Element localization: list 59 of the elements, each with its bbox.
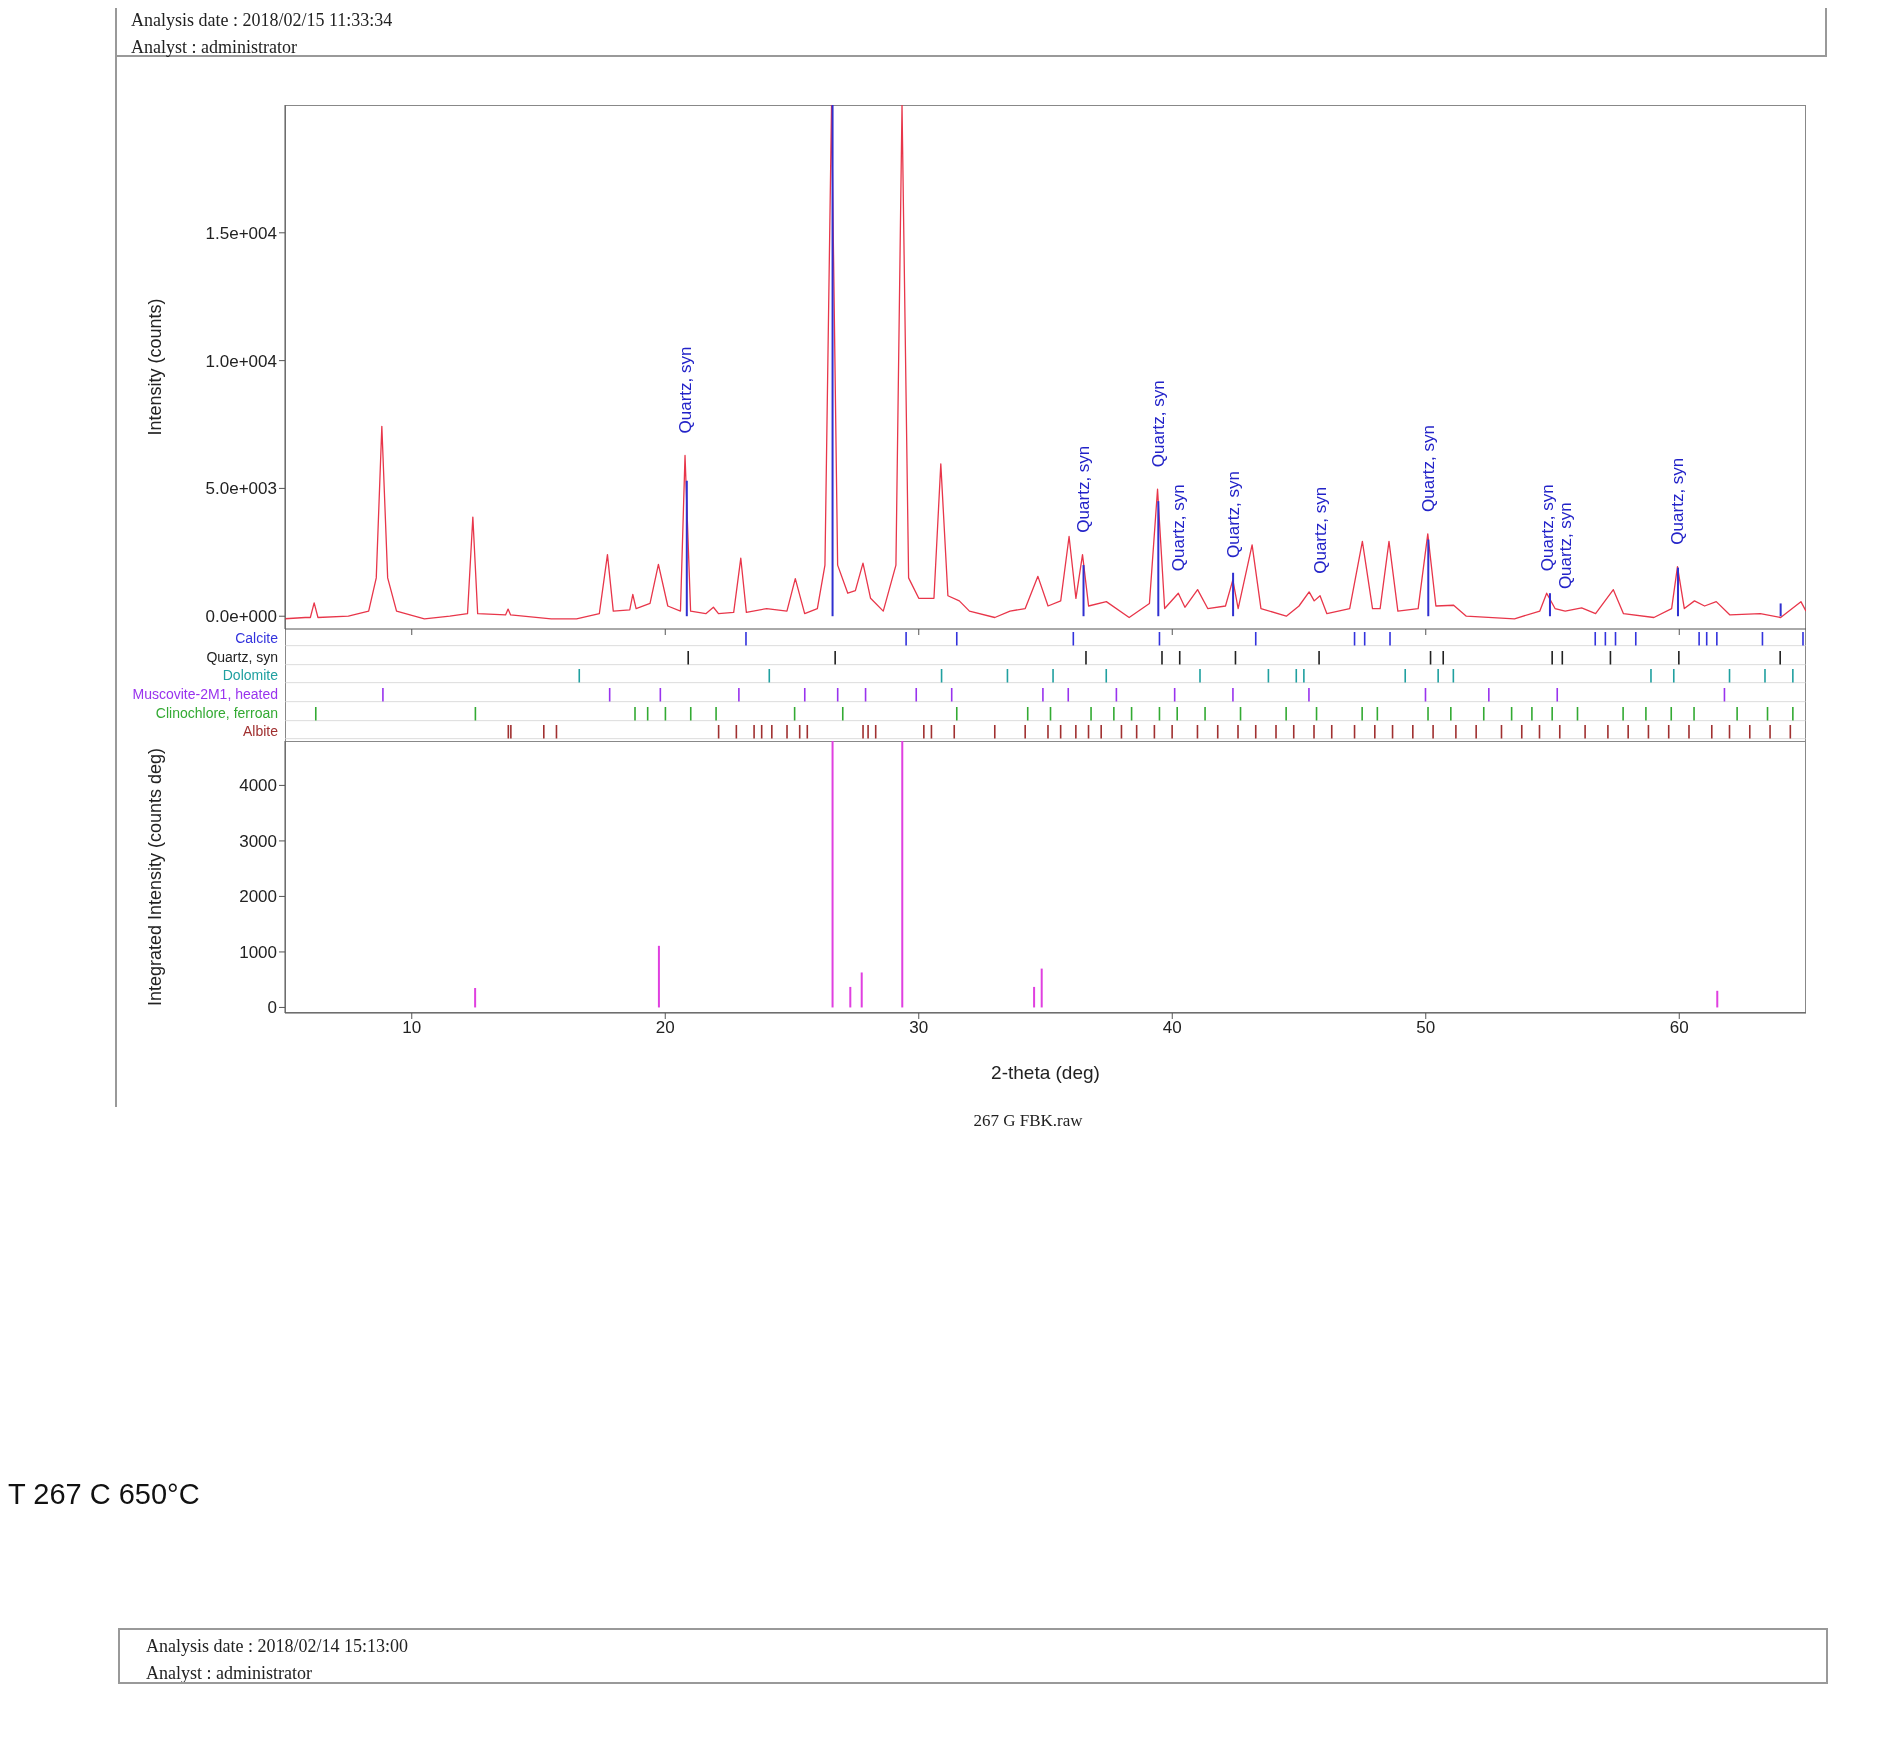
- text: Clinochlore, ferroan: [155, 703, 278, 723]
- text: Analyst : administrator: [146, 1663, 312, 1684]
- bar: [1779, 603, 1782, 617]
- y-tick-label: 1.0e+004: [205, 351, 277, 371]
- y-tick-label: 3000: [239, 831, 277, 851]
- x-tick-label: 60: [1669, 1018, 1689, 1038]
- x-tick-label: 50: [1416, 1018, 1436, 1038]
- text: Analysis date : 2018/02/15 11:33:34: [131, 10, 393, 31]
- y-tick-label: 0: [267, 998, 277, 1018]
- y-tick-label: 2000: [239, 887, 277, 907]
- annotation: Quartz, syn: [1223, 471, 1243, 558]
- bar: [1040, 968, 1043, 1008]
- x-tick-label: 30: [909, 1018, 929, 1038]
- text: Analysis date : 2018/02/14 15:13:00: [146, 1636, 408, 1657]
- bar: [1676, 567, 1679, 617]
- bar: [1157, 501, 1160, 617]
- annotation: Quartz, syn: [1148, 380, 1168, 468]
- bar: [860, 972, 863, 1008]
- annotation: Quartz, syn: [1537, 484, 1557, 572]
- x-tick-label: 20: [655, 1018, 675, 1038]
- text: Dolomite: [222, 666, 278, 685]
- y-tick-label: 0.0e+000: [205, 607, 277, 627]
- annotation: Quartz, syn: [1418, 424, 1438, 512]
- annotation: Quartz, syn: [1073, 445, 1093, 533]
- y-tick-label: 1.5e+004: [205, 223, 277, 243]
- bar: [1232, 572, 1235, 617]
- annotation: Quartz, syn: [1169, 484, 1189, 572]
- x-axis-title: 2-theta (deg): [991, 1062, 1100, 1083]
- text: T 267 C 650°C: [8, 1478, 200, 1511]
- text: Calcite: [235, 629, 278, 648]
- text: Quartz, syn: [206, 647, 278, 667]
- bar: [1033, 986, 1036, 1008]
- bar: [831, 741, 834, 1008]
- bar: [901, 741, 904, 1008]
- bar: [849, 986, 852, 1008]
- text: 267 G FBK.raw: [972, 1111, 1084, 1131]
- annotation: Quartz, syn: [1556, 502, 1576, 590]
- y-axis-title: Intensity (counts): [145, 298, 166, 436]
- annotation: Quartz, syn: [1311, 486, 1331, 574]
- bar: [1716, 990, 1719, 1008]
- bar: [1082, 565, 1085, 617]
- line-series: [285, 105, 1806, 620]
- text: Albite: [242, 722, 278, 741]
- bar: [1427, 539, 1430, 617]
- bar: [474, 988, 477, 1008]
- y-tick-label: 5.0e+003: [205, 479, 277, 499]
- bar: [685, 480, 688, 617]
- annotation: Quartz, syn: [676, 346, 696, 434]
- text: Muscovite-2M1, heated: [132, 685, 278, 704]
- bar: [831, 105, 834, 617]
- annotation: Quartz, syn: [1668, 457, 1688, 545]
- y-tick-label: 4000: [239, 776, 277, 796]
- bar: [657, 945, 660, 1008]
- bar: [1548, 593, 1551, 617]
- y-axis-title: Integrated Intensity (counts deg): [145, 747, 166, 1007]
- x-tick-label: 40: [1162, 1018, 1182, 1038]
- y-tick-label: 1000: [239, 942, 277, 962]
- text: Analyst : administrator: [131, 37, 297, 58]
- x-tick-label: 10: [402, 1018, 422, 1038]
